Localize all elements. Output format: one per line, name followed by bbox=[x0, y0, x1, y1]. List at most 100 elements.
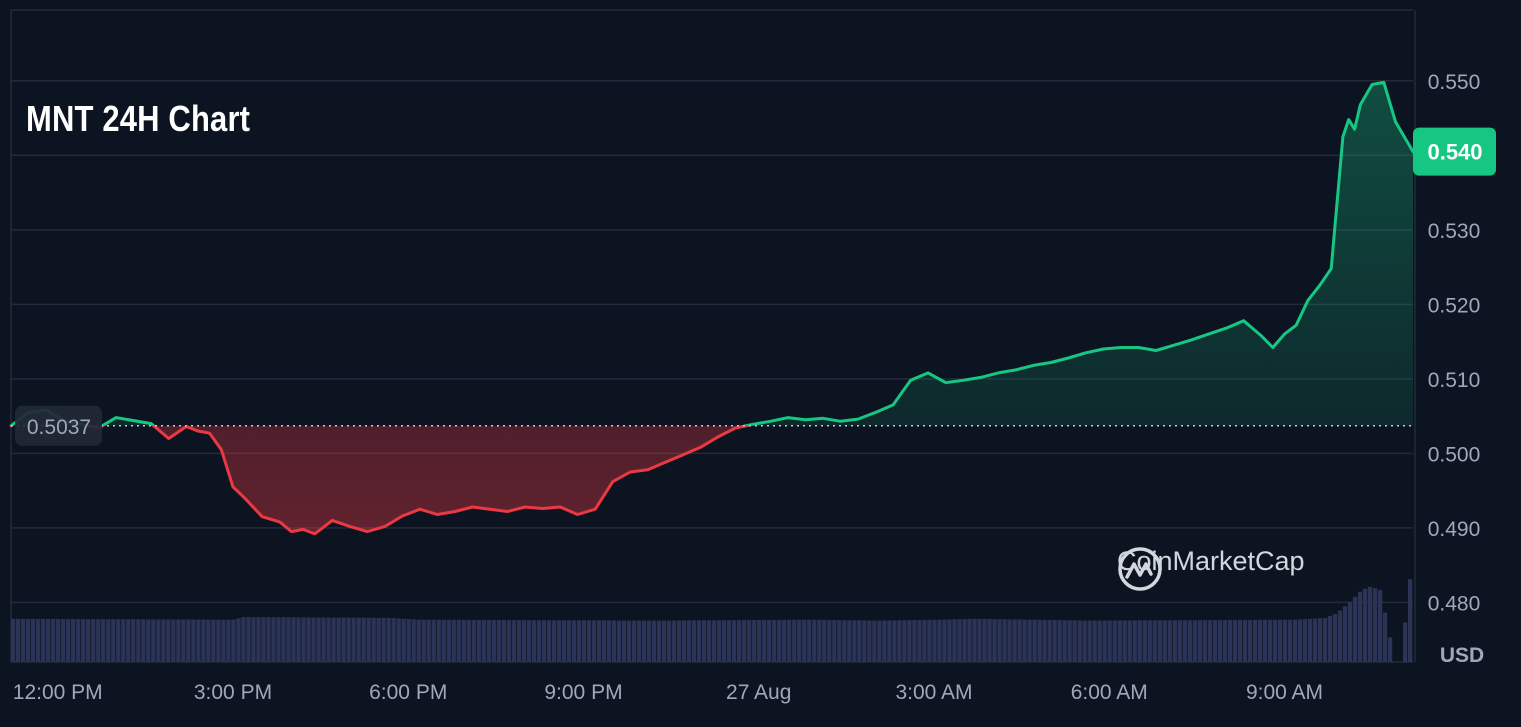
volume-bar bbox=[1277, 619, 1283, 662]
volume-bar bbox=[586, 620, 592, 662]
volume-bar bbox=[1402, 622, 1408, 662]
volume-bar bbox=[71, 619, 76, 662]
volume-bar bbox=[1007, 619, 1012, 662]
volume-bar bbox=[757, 619, 762, 662]
volume-bar bbox=[1352, 596, 1358, 662]
volume-bar bbox=[376, 617, 381, 662]
volume-bar bbox=[1137, 620, 1142, 662]
volume-bar bbox=[1057, 620, 1062, 662]
volume-bar bbox=[1217, 620, 1222, 662]
volume-bar bbox=[1187, 620, 1192, 662]
volume-bar bbox=[461, 619, 466, 662]
baseline: 0.5037 bbox=[11, 405, 1413, 446]
volume-bar bbox=[842, 620, 847, 662]
volume-bar bbox=[371, 617, 376, 662]
volume-bar bbox=[997, 619, 1002, 662]
volume-bar bbox=[817, 619, 822, 662]
volume-bar bbox=[326, 617, 331, 662]
y-tick-label: 0.490 bbox=[1428, 518, 1481, 541]
volume-bar bbox=[1297, 619, 1303, 662]
volume-bar bbox=[121, 619, 126, 662]
volume-bar bbox=[1267, 619, 1273, 662]
volume-bar bbox=[1312, 618, 1318, 662]
volume-bar bbox=[51, 618, 56, 662]
volume-bar bbox=[1382, 612, 1388, 662]
volume-bar bbox=[1202, 620, 1207, 662]
volume-bar bbox=[61, 619, 66, 662]
volume-bar bbox=[81, 619, 86, 662]
volume-bar bbox=[176, 619, 181, 662]
x-tick-label: 6:00 PM bbox=[369, 681, 447, 704]
volume-bar bbox=[727, 620, 732, 662]
volume-bar bbox=[777, 619, 782, 662]
volume-bar bbox=[787, 619, 792, 662]
volume-bar bbox=[1037, 619, 1042, 662]
volume-bar bbox=[862, 620, 867, 662]
volume-bar bbox=[1362, 588, 1368, 662]
volume-bar bbox=[1087, 620, 1092, 662]
volume-bar bbox=[361, 617, 366, 662]
volume-bar bbox=[626, 620, 632, 662]
volume-bar bbox=[872, 620, 877, 662]
volume-bar bbox=[526, 620, 531, 662]
volume-bar bbox=[251, 617, 256, 662]
volume-bar bbox=[466, 619, 471, 662]
volume-bar bbox=[1122, 620, 1127, 662]
volume-bar bbox=[912, 620, 917, 662]
volume-bar bbox=[111, 619, 116, 662]
volume-bar bbox=[1282, 619, 1288, 662]
volume-bar bbox=[276, 617, 281, 662]
volume-bar bbox=[256, 617, 261, 662]
volume-bar bbox=[641, 620, 647, 662]
volume-bar bbox=[301, 617, 306, 662]
volume-bar bbox=[181, 619, 186, 662]
volume-bar bbox=[1207, 620, 1212, 662]
price-line-up bbox=[9, 80, 1415, 426]
volume-bar bbox=[336, 617, 341, 662]
volume-bar bbox=[596, 620, 602, 662]
volume-bar bbox=[1262, 619, 1268, 662]
volume-bar bbox=[56, 618, 61, 662]
volume-bar bbox=[246, 617, 251, 662]
volume-bar bbox=[21, 618, 26, 662]
volume-bar bbox=[717, 620, 722, 662]
volume-bar bbox=[636, 620, 642, 662]
volume-bar bbox=[742, 620, 747, 662]
volume-bar bbox=[476, 619, 481, 662]
volume-bar bbox=[656, 620, 662, 662]
volume-bar bbox=[972, 618, 977, 662]
volume-bar bbox=[366, 617, 371, 662]
volume-bar bbox=[436, 619, 441, 662]
volume-bar bbox=[26, 618, 31, 662]
volume-bar bbox=[712, 620, 717, 662]
baseline-label-bg bbox=[15, 405, 102, 446]
volume-bar bbox=[1012, 619, 1017, 662]
volume-bar bbox=[151, 619, 156, 662]
volume-bar bbox=[732, 620, 737, 662]
volume-bar bbox=[1182, 620, 1187, 662]
y-tick-label: 0.480 bbox=[1428, 592, 1481, 615]
volume-bar bbox=[1327, 615, 1333, 662]
volume-bar bbox=[1237, 619, 1243, 662]
volume-bar bbox=[1077, 620, 1082, 662]
current-price-label: 0.540 bbox=[1427, 140, 1482, 165]
volume-bar bbox=[1272, 619, 1278, 662]
price-line-down bbox=[9, 425, 754, 536]
volume-bar bbox=[1027, 619, 1032, 662]
volume-bar bbox=[606, 620, 612, 662]
volume-bar bbox=[266, 617, 271, 662]
volume-bar bbox=[1112, 620, 1117, 662]
volume-bar bbox=[1067, 620, 1072, 662]
volume-bar bbox=[576, 620, 582, 662]
volume-bar bbox=[291, 617, 296, 662]
volume-bar bbox=[722, 620, 727, 662]
volume-bar bbox=[1092, 620, 1097, 662]
volume-bar bbox=[1322, 617, 1328, 662]
volume-bar bbox=[747, 620, 752, 662]
volume-bar bbox=[1367, 586, 1373, 662]
y-tick-label: 0.550 bbox=[1428, 71, 1481, 94]
volume-bar bbox=[847, 620, 852, 662]
volume-bar bbox=[211, 619, 216, 662]
